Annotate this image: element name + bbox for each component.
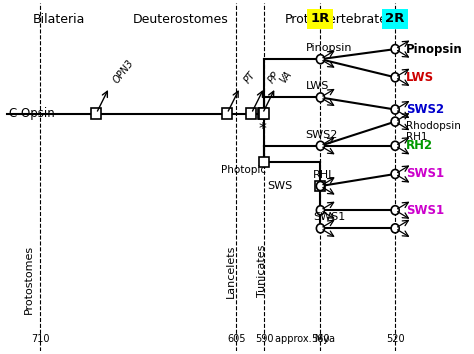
Ellipse shape (316, 93, 324, 102)
Ellipse shape (391, 117, 399, 126)
Bar (316, 181, 325, 191)
Text: SWS1: SWS1 (406, 204, 445, 217)
Ellipse shape (391, 224, 399, 233)
Text: OPN3: OPN3 (111, 58, 136, 85)
Ellipse shape (316, 182, 324, 190)
Bar (246, 108, 256, 119)
Text: approx. Mya: approx. Mya (275, 334, 336, 344)
Text: Tunicates: Tunicates (257, 245, 267, 297)
Text: RHL: RHL (313, 170, 335, 180)
Ellipse shape (391, 73, 399, 82)
Bar (222, 108, 232, 119)
Text: Pinopsin: Pinopsin (305, 43, 352, 53)
Text: Lancelets: Lancelets (226, 245, 236, 298)
Text: 520: 520 (386, 334, 404, 344)
Text: SWS1: SWS1 (406, 167, 445, 181)
Text: SWS2: SWS2 (305, 130, 338, 140)
Bar (259, 108, 269, 119)
Text: PT: PT (242, 70, 257, 85)
Ellipse shape (391, 141, 399, 150)
Text: 560: 560 (311, 334, 329, 344)
Text: SWS1: SWS1 (313, 212, 345, 222)
Ellipse shape (316, 55, 324, 64)
Ellipse shape (391, 206, 399, 215)
Ellipse shape (316, 224, 324, 233)
Bar (257, 108, 267, 119)
Ellipse shape (391, 170, 399, 178)
Text: Pinopsin: Pinopsin (406, 42, 463, 56)
Text: C-Opsin: C-Opsin (9, 107, 55, 120)
Text: Photopic: Photopic (221, 165, 266, 175)
Ellipse shape (391, 105, 399, 114)
Bar (259, 157, 269, 167)
Text: Protostomes: Protostomes (24, 245, 34, 314)
Text: SWS2: SWS2 (406, 103, 445, 116)
Text: Rhodopsin
RH1: Rhodopsin RH1 (406, 121, 461, 142)
Text: PP: PP (266, 70, 282, 85)
Text: *: * (258, 122, 266, 137)
Ellipse shape (391, 45, 399, 54)
Text: LWS: LWS (305, 81, 329, 91)
Text: 2R: 2R (385, 12, 405, 25)
Text: Bilateria: Bilateria (33, 13, 85, 26)
Text: 590: 590 (255, 334, 273, 344)
Bar (91, 108, 101, 119)
Text: Proto-vertebrates: Proto-vertebrates (284, 13, 394, 26)
Text: Deuterostomes: Deuterostomes (132, 13, 228, 26)
Ellipse shape (316, 206, 324, 215)
Text: RH2: RH2 (406, 139, 434, 152)
Text: LWS: LWS (406, 71, 435, 84)
Text: 605: 605 (227, 334, 246, 344)
Text: VA: VA (277, 69, 293, 85)
Text: 710: 710 (31, 334, 49, 344)
Text: SWS: SWS (267, 181, 292, 191)
Ellipse shape (316, 141, 324, 150)
Text: 1R: 1R (311, 12, 330, 25)
